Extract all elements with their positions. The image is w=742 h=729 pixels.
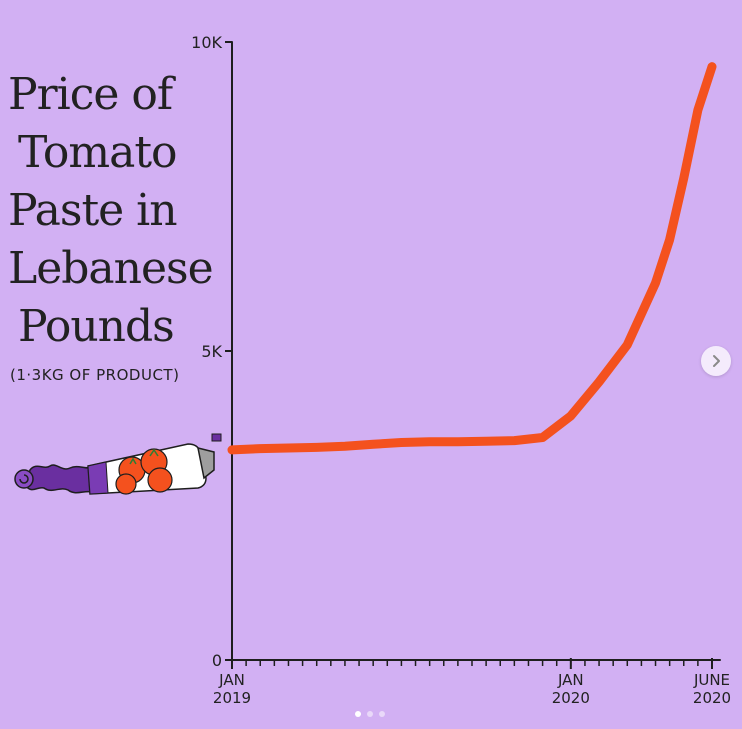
data-point [513, 440, 515, 442]
data-point [570, 415, 572, 417]
data-point [485, 440, 487, 442]
data-point [697, 109, 699, 111]
x-tick-label: 2020 [552, 689, 590, 707]
title-line: Lebanese [8, 243, 214, 294]
x-tick-label: JAN [218, 671, 245, 689]
data-point [372, 443, 374, 445]
series-line [227, 62, 717, 455]
x-tick-label: JAN [557, 671, 584, 689]
data-point [457, 441, 459, 443]
title-line: Paste in [8, 185, 178, 236]
data-point [400, 442, 402, 443]
data-point [598, 381, 600, 383]
y-ticks: 0 5K 10K [191, 33, 232, 670]
carousel-dot[interactable] [367, 711, 373, 717]
title-line: Tomato [18, 127, 178, 178]
chart-title: Price of Tomato Paste in Lebanese Pounds [8, 66, 214, 356]
data-point [711, 66, 713, 68]
carousel-dots [355, 711, 385, 717]
next-slide-button[interactable] [701, 346, 731, 376]
data-point [259, 448, 261, 450]
x-tick-label: JUNE [693, 671, 730, 689]
chevron-right-icon [713, 355, 720, 367]
data-point [288, 447, 289, 449]
title-line: Price of [8, 69, 173, 120]
x-tick-label: 2020 [693, 689, 731, 707]
title-line: Pounds [18, 301, 175, 352]
data-point [683, 177, 685, 179]
tomato-paste-tube-icon [14, 433, 222, 495]
data-point [542, 437, 544, 438]
data-point [344, 445, 346, 447]
data-point [429, 441, 431, 443]
series-lines [227, 62, 717, 455]
data-point [655, 282, 656, 284]
data-point [231, 449, 233, 451]
carousel-dot[interactable] [355, 711, 361, 717]
y-tick-label: 0 [212, 651, 222, 670]
chart-subtitle: (1·3KG OF PRODUCT) [10, 366, 180, 384]
y-tick-label: 10K [191, 33, 222, 52]
axes [227, 41, 721, 661]
y-tick-label: 5K [201, 342, 222, 361]
data-point [669, 239, 671, 241]
data-point [316, 446, 318, 448]
data-point [626, 344, 628, 346]
carousel-dot[interactable] [379, 711, 385, 717]
x-tick-label: 2019 [213, 689, 251, 707]
